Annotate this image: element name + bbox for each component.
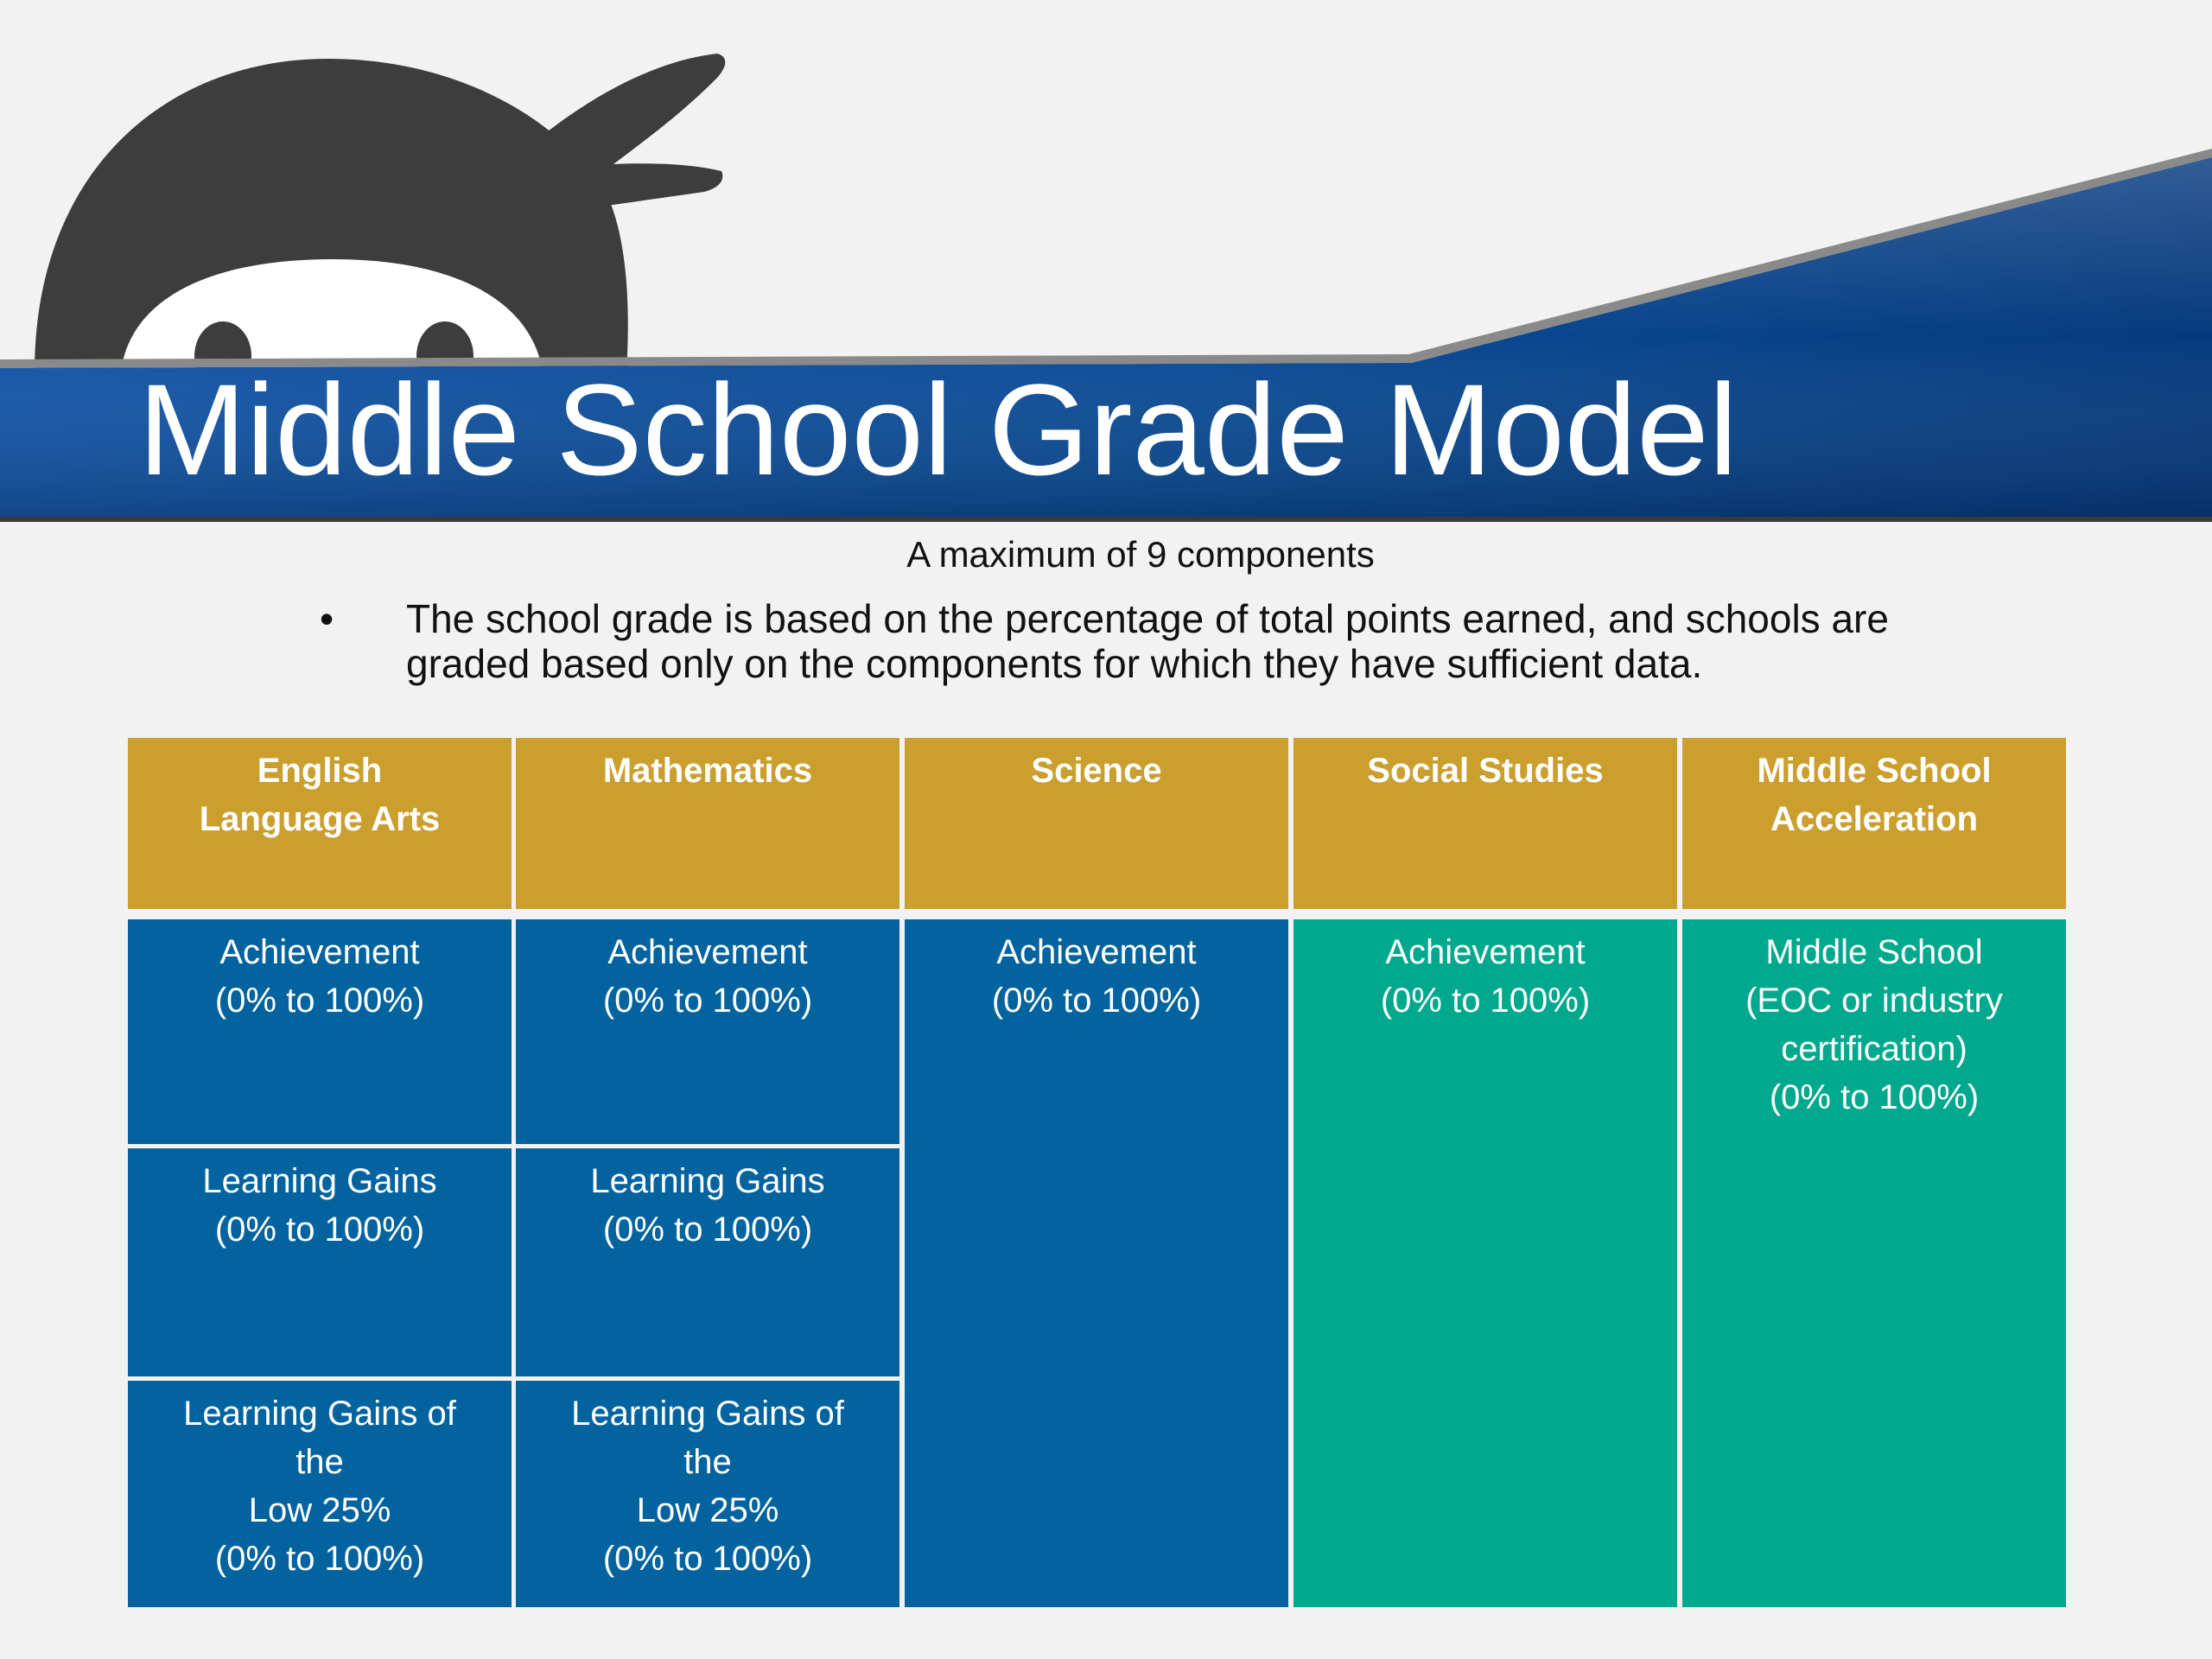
ninja-mascot-icon	[35, 54, 726, 391]
cell-line: Middle School	[1765, 933, 1983, 971]
cell-line: (0% to 100%)	[1769, 1078, 1980, 1116]
header-mathematics: Mathematics	[516, 738, 899, 909]
social-studies-achievement-cell: Achievement (0% to 100%)	[1294, 919, 1677, 1607]
header-line: Middle School	[1757, 752, 1992, 790]
cell-line: (0% to 100%)	[602, 1211, 813, 1249]
bullet-marker: •	[320, 596, 334, 641]
header-line: English	[257, 752, 383, 790]
cell-line: (EOC or industry	[1745, 982, 2003, 1020]
ela-achievement-cell: Achievement (0% to 100%)	[128, 919, 512, 1144]
header-banner	[0, 54, 2212, 522]
acceleration-cell: Middle School (EOC or industry certifica…	[1682, 919, 2066, 1607]
header-line: Social Studies	[1367, 752, 1604, 790]
cell-line: Achievement	[1385, 933, 1586, 971]
math-learning-gains-cell: Learning Gains (0% to 100%)	[516, 1148, 899, 1376]
cell-line: (0% to 100%)	[602, 982, 813, 1020]
cell-line: (0% to 100%)	[991, 982, 1202, 1020]
math-achievement-cell: Achievement (0% to 100%)	[516, 919, 899, 1144]
cell-line: Achievement	[219, 933, 420, 971]
header-middle-school-acceleration: Middle School Acceleration	[1682, 738, 2066, 909]
header-line: Language Arts	[199, 800, 441, 838]
cell-line: Learning Gains of	[571, 1395, 844, 1433]
science-achievement-cell: Achievement (0% to 100%)	[905, 919, 1288, 1607]
cell-line: (0% to 100%)	[1380, 982, 1591, 1020]
header-social-studies: Social Studies	[1294, 738, 1677, 909]
bullet-line-1: The school grade is based on the percent…	[406, 596, 1889, 641]
header-english-language-arts: English Language Arts	[128, 738, 512, 909]
cell-line: (0% to 100%)	[214, 982, 425, 1020]
header-line: Science	[1031, 752, 1162, 790]
cell-line: certification)	[1781, 1030, 1967, 1068]
cell-line: Learning Gains of	[183, 1395, 456, 1433]
ela-learning-gains-cell: Learning Gains (0% to 100%)	[128, 1148, 512, 1376]
math-learning-gains-low25-cell: Learning Gains of the Low 25% (0% to 100…	[516, 1381, 899, 1607]
cell-line: the	[683, 1443, 732, 1481]
cell-line: Low 25%	[636, 1491, 779, 1529]
bullet-text: The school grade is based on the percent…	[406, 596, 2013, 686]
cell-line: (0% to 100%)	[602, 1540, 813, 1578]
cell-line: Learning Gains	[202, 1162, 437, 1200]
cell-line: the	[296, 1443, 344, 1481]
ela-learning-gains-low25-cell: Learning Gains of the Low 25% (0% to 100…	[128, 1381, 512, 1607]
cell-line: Low 25%	[248, 1491, 391, 1529]
header-science: Science	[905, 738, 1288, 909]
header-line: Mathematics	[602, 752, 813, 790]
cell-line: Achievement	[996, 933, 1197, 971]
cell-line: (0% to 100%)	[214, 1211, 425, 1249]
page-title: Middle School Grade Model	[138, 357, 1738, 502]
header-line: Acceleration	[1770, 800, 1979, 838]
bullet-line-2: graded based only on the components for …	[406, 641, 1703, 686]
subtitle: A maximum of 9 components	[906, 534, 1375, 575]
cell-line: Learning Gains	[590, 1162, 825, 1200]
cell-line: (0% to 100%)	[214, 1540, 425, 1578]
cell-line: Achievement	[607, 933, 808, 971]
